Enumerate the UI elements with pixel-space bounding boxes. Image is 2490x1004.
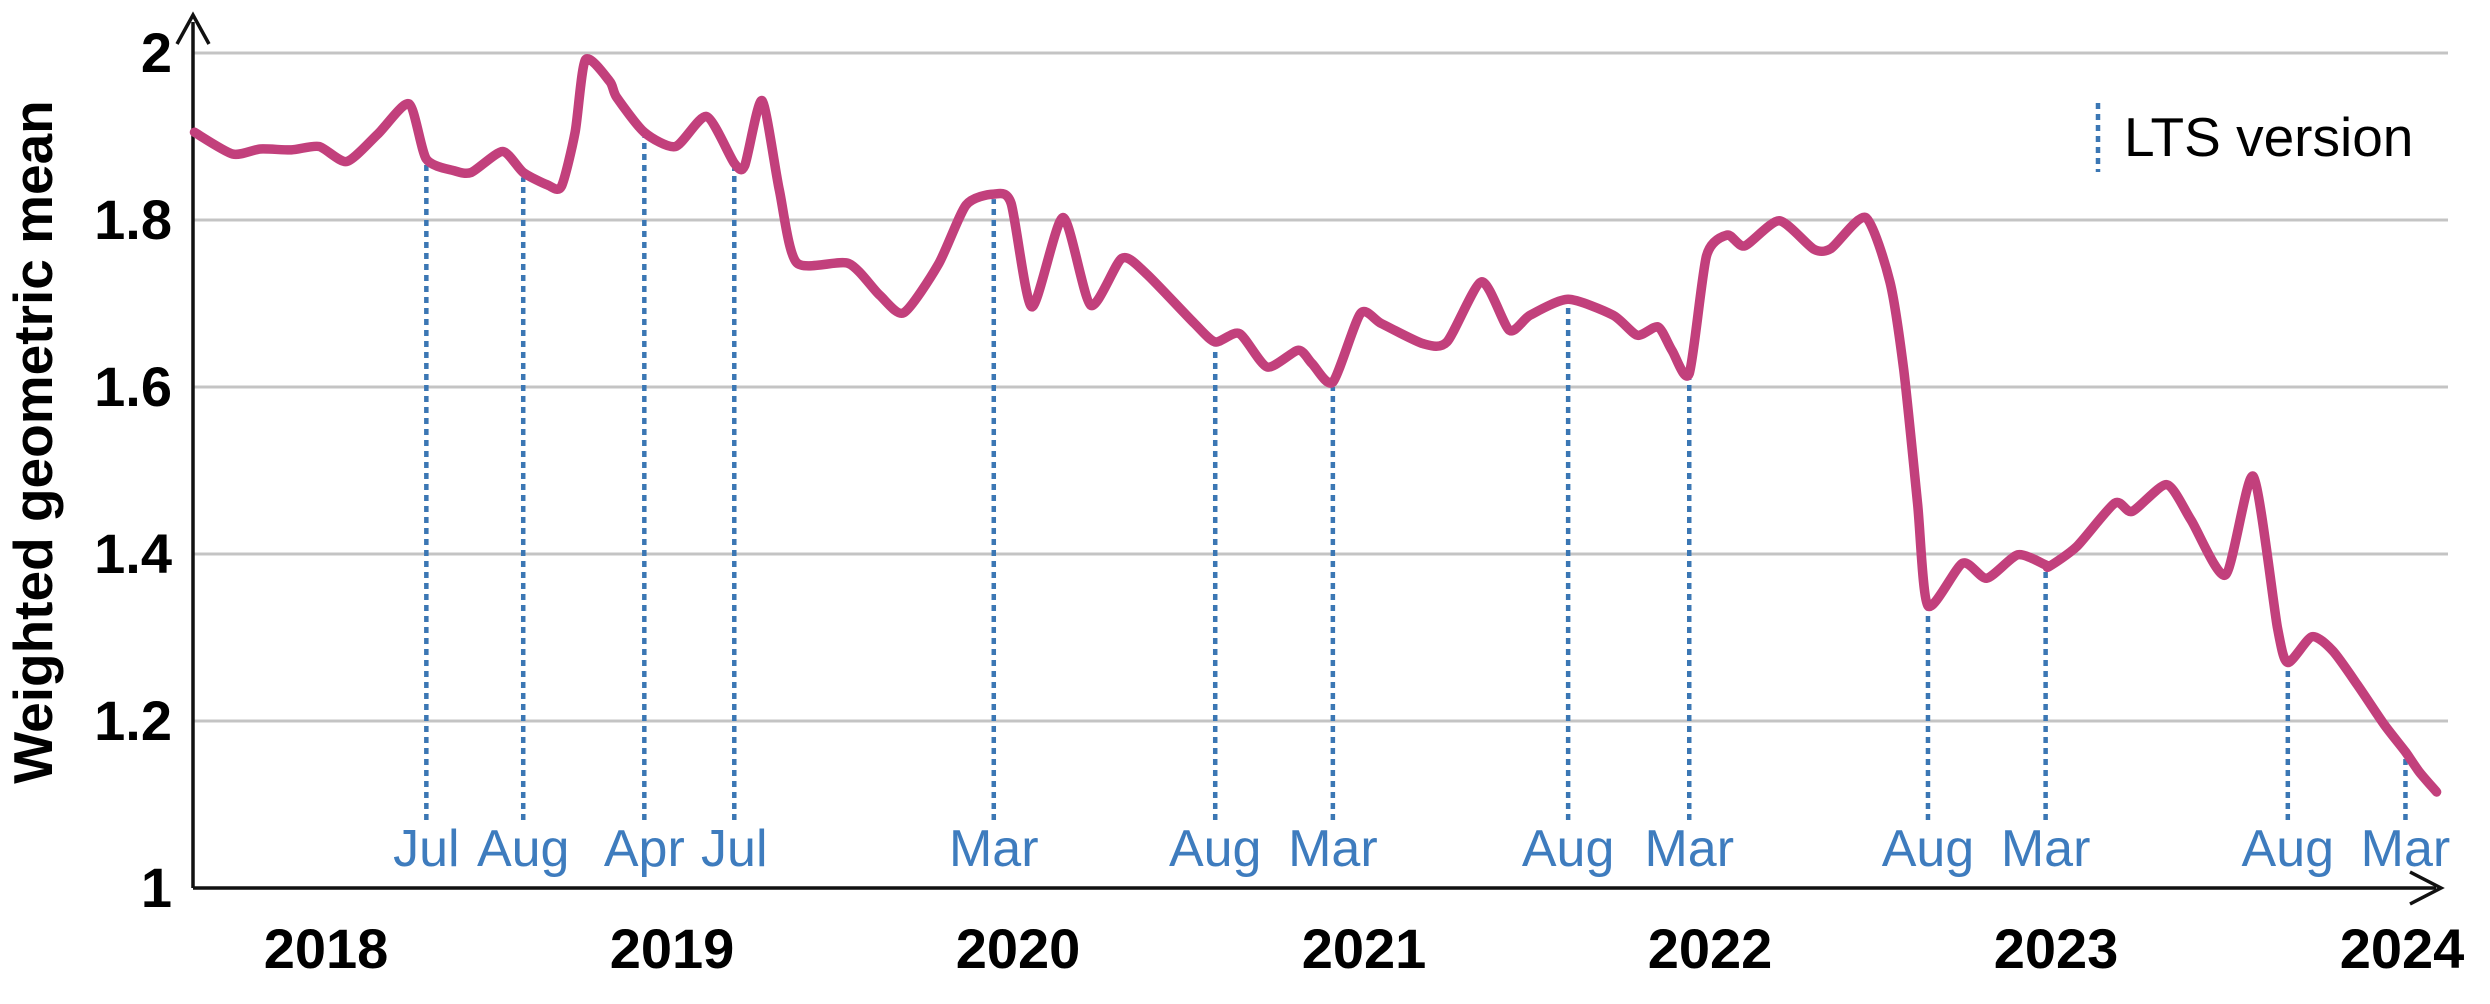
- lts-month-label: Jul: [393, 820, 459, 878]
- x-tick-label: 2018: [264, 917, 389, 980]
- lts-month-label: Aug: [477, 820, 570, 878]
- x-tick-label: 2023: [1994, 917, 2119, 980]
- x-axis-arrow-icon: [2409, 870, 2445, 906]
- lts-month-label: Mar: [2001, 820, 2091, 878]
- lts-month-label: Jul: [701, 820, 767, 878]
- lts-month-label: Mar: [949, 820, 1039, 878]
- lts-month-label: Aug: [1522, 820, 1615, 878]
- x-tick-label: 2020: [956, 917, 1081, 980]
- y-tick-label: 1.6: [94, 355, 172, 418]
- lts-month-label: Aug: [1169, 820, 1262, 878]
- y-tick-label: 1.8: [94, 188, 172, 251]
- lts-month-label: Apr: [604, 820, 685, 878]
- series-line: [189, 53, 2442, 797]
- y-tick-label: 1: [141, 856, 172, 919]
- lts-month-label: Mar: [1288, 820, 1378, 878]
- x-tick-label: 2019: [610, 917, 735, 980]
- axes: [175, 11, 2445, 906]
- lts-month-label: Mar: [1644, 820, 1734, 878]
- x-tick-label: 2021: [1302, 917, 1427, 980]
- x-tick-labels: 2018 2019 2020 2021 2022 2023 2024: [264, 917, 2465, 980]
- y-tick-label: 1.2: [94, 689, 172, 752]
- lts-month-label: Aug: [1882, 820, 1975, 878]
- lts-month-label: Aug: [2242, 820, 2335, 878]
- legend-label: LTS version: [2124, 106, 2413, 168]
- y-axis-arrow-icon: [175, 11, 211, 45]
- gridlines: [193, 51, 2448, 723]
- lts-month-labels: Jul Aug Apr Jul Mar Aug Mar Aug Mar Aug Mar Aug Mar: [393, 820, 2450, 878]
- lts-month-label: Mar: [2361, 820, 2451, 878]
- x-tick-label: 2024: [2340, 917, 2465, 980]
- x-tick-label: 2022: [1648, 917, 1773, 980]
- legend: LTS version: [2095, 103, 2413, 172]
- y-axis-title: Weighted geometric mean: [2, 100, 64, 784]
- y-tick-labels: 2 1.8 1.6 1.4 1.2 1: [94, 21, 172, 919]
- lts-release-lines: [424, 137, 2408, 820]
- y-tick-label: 1.4: [94, 522, 172, 585]
- y-tick-label: 2: [141, 21, 172, 84]
